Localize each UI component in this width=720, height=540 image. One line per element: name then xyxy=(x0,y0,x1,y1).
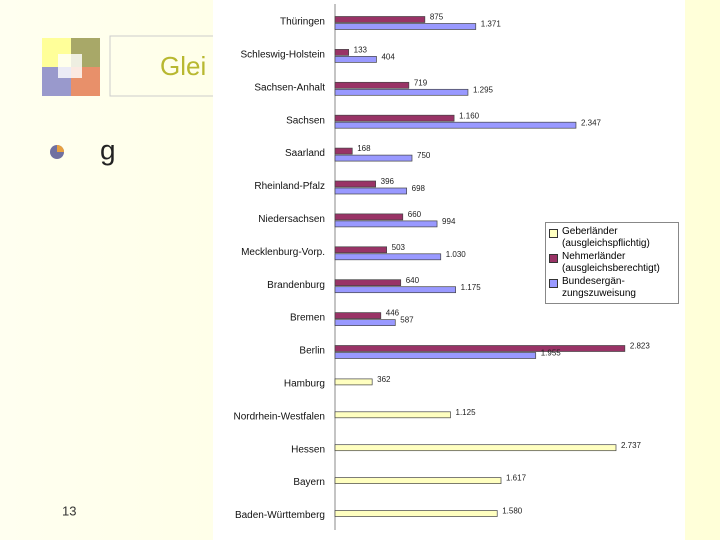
value-label: 1.955 xyxy=(541,349,562,358)
category-label: Schleswig-Holstein xyxy=(241,50,325,61)
value-label: 660 xyxy=(408,210,422,219)
bar xyxy=(334,510,498,517)
bar xyxy=(334,16,426,23)
value-label: 719 xyxy=(414,78,428,87)
legend-swatch xyxy=(549,229,558,238)
bar xyxy=(334,49,350,56)
bar xyxy=(334,114,455,122)
category-label: Baden-Württemberg xyxy=(235,510,325,521)
value-label: 396 xyxy=(381,177,395,186)
bar xyxy=(334,378,373,386)
legend-item: Bundesergän-zungszuweisung xyxy=(549,276,675,300)
bar xyxy=(334,319,396,326)
value-label: 1.030 xyxy=(446,250,467,259)
category-label: Brandenburg xyxy=(267,280,325,291)
bar xyxy=(334,246,387,254)
value-label: 750 xyxy=(417,151,431,160)
bar xyxy=(334,147,353,155)
legend-label: Nehmerländer (ausgleichsberechtigt) xyxy=(562,251,660,274)
value-label: 446 xyxy=(386,309,400,318)
category-label: Nordrhein-Westfalen xyxy=(233,411,325,422)
page-number: 13 xyxy=(62,503,76,518)
category-label: Niedersachsen xyxy=(258,214,325,225)
bar xyxy=(334,81,410,89)
value-label: 2.347 xyxy=(581,118,602,127)
bar xyxy=(334,213,404,221)
value-label: 1.125 xyxy=(456,408,477,417)
bar xyxy=(334,477,502,484)
value-label: 168 xyxy=(357,144,371,153)
category-label: Sachsen-Anhalt xyxy=(254,82,325,93)
category-label: Bremen xyxy=(290,313,325,324)
value-label: 1.295 xyxy=(473,85,494,94)
value-label: 698 xyxy=(412,184,426,193)
bar xyxy=(334,56,377,63)
legend-swatch xyxy=(549,279,558,288)
value-label: 1.175 xyxy=(461,283,482,292)
bullet-text: g xyxy=(100,134,116,165)
legend-item: Geberländer (ausgleichspflichtig) xyxy=(549,226,675,250)
value-label: 640 xyxy=(406,276,420,285)
bar xyxy=(334,23,477,30)
value-label: 2.823 xyxy=(630,342,651,351)
category-label: Berlin xyxy=(299,346,325,357)
bar xyxy=(334,312,382,319)
legend-label: Bundesergän-zungszuweisung xyxy=(562,276,636,299)
bar xyxy=(334,279,402,287)
category-label: Mecklenburg-Vorp. xyxy=(241,247,325,258)
value-label: 1.580 xyxy=(502,507,523,516)
category-label: Rheinland-Pfalz xyxy=(254,181,325,192)
value-label: 503 xyxy=(392,243,406,252)
category-label: Bayern xyxy=(293,477,325,488)
bar xyxy=(334,88,469,96)
bar xyxy=(334,345,626,352)
value-label: 587 xyxy=(400,316,414,325)
category-label: Hessen xyxy=(291,444,325,455)
value-label: 362 xyxy=(377,375,391,384)
legend: Geberländer (ausgleichspflichtig) Nehmerl… xyxy=(545,222,679,304)
bar xyxy=(334,444,617,452)
value-label: 875 xyxy=(430,13,444,22)
value-label: 404 xyxy=(381,53,395,62)
value-label: 994 xyxy=(442,217,456,226)
category-label: Saarland xyxy=(285,148,325,159)
bar xyxy=(334,187,408,195)
legend-item: Nehmerländer (ausgleichsberechtigt) xyxy=(549,251,675,275)
deco-square xyxy=(58,54,82,78)
legend-label: Geberländer (ausgleichspflichtig) xyxy=(562,226,650,249)
bar xyxy=(334,154,413,162)
value-label: 1.617 xyxy=(506,474,527,483)
bar xyxy=(334,286,456,294)
category-label: Thüringen xyxy=(280,17,325,28)
legend-swatch xyxy=(549,254,558,263)
bullet-icon xyxy=(57,145,64,152)
value-label: 2.737 xyxy=(621,441,642,450)
category-label: Sachsen xyxy=(286,115,325,126)
value-label: 1.160 xyxy=(459,111,480,120)
bar xyxy=(334,220,438,228)
bar xyxy=(334,253,442,261)
bar xyxy=(334,411,451,419)
bar xyxy=(334,180,377,188)
value-label: 1.371 xyxy=(481,20,502,29)
category-label: Hamburg xyxy=(284,379,325,390)
bar xyxy=(334,352,537,359)
bar xyxy=(334,121,577,129)
slide-title: Glei xyxy=(160,51,206,81)
value-label: 133 xyxy=(354,46,368,55)
